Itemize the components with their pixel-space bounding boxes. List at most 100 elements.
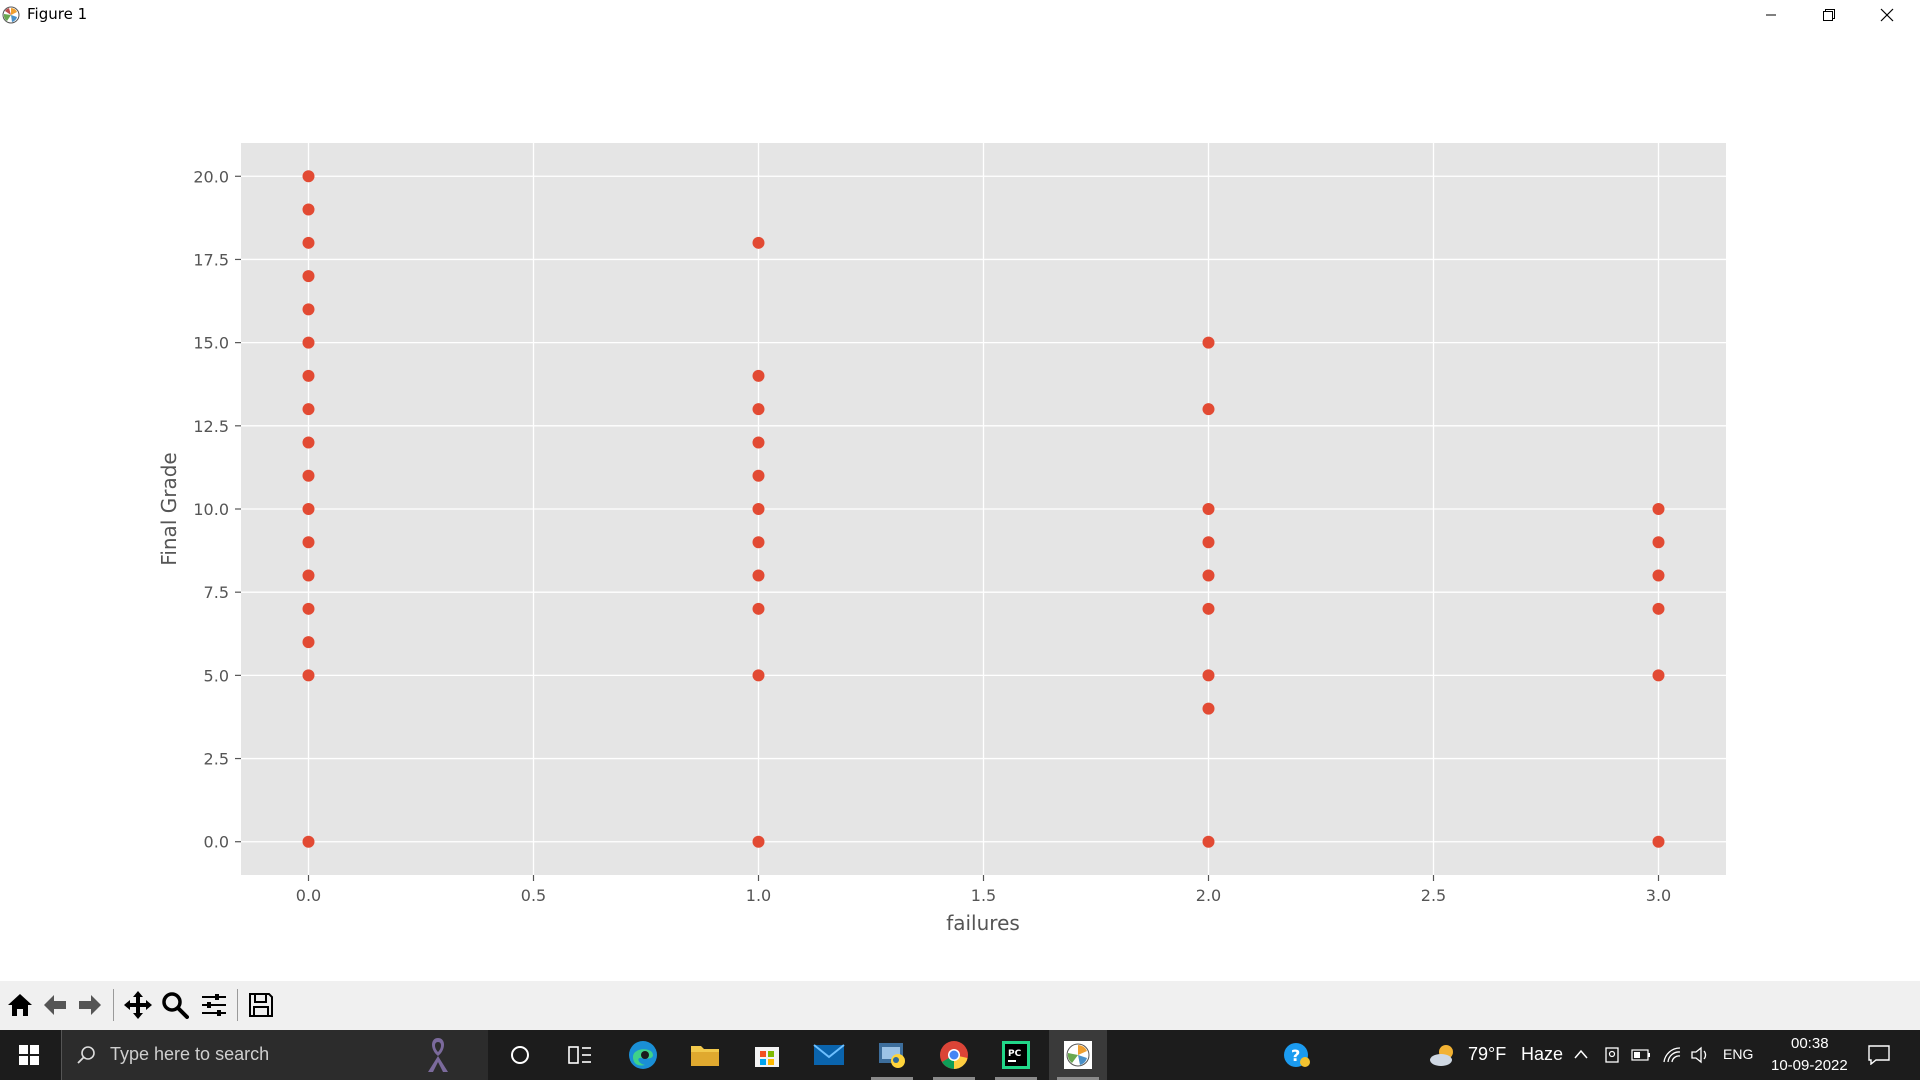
awareness-ribbon-icon — [428, 1038, 448, 1072]
data-point — [302, 336, 315, 349]
data-point — [1202, 669, 1215, 682]
save-button[interactable] — [244, 988, 278, 1022]
search-icon — [77, 1046, 95, 1064]
data-point — [1652, 536, 1665, 549]
svg-text:PC: PC — [1008, 1049, 1022, 1059]
scatter-chart: 0.0 0.5 1.0 1.5 2.0 2.5 3.0 0.0 2.5 5.0 7.5 10.0 12.… — [157, 143, 1726, 935]
start-button[interactable] — [0, 1030, 58, 1080]
restore-icon — [1823, 8, 1835, 21]
home-icon — [8, 994, 32, 1016]
zoom-icon — [162, 992, 189, 1019]
close-button[interactable] — [1858, 0, 1916, 29]
data-point — [1202, 503, 1215, 515]
x-tick-label: 3.0 — [1646, 886, 1671, 905]
data-point — [1202, 702, 1215, 715]
back-icon — [44, 995, 66, 1015]
pan-button[interactable] — [121, 988, 155, 1022]
volume-icon[interactable] — [1690, 1046, 1710, 1064]
window-title: Figure 1 — [27, 5, 88, 23]
taskbar-search-box[interactable]: Type here to search — [61, 1030, 488, 1080]
notifications-icon[interactable] — [1868, 1045, 1890, 1065]
language-indicator[interactable]: ENG — [1723, 1046, 1754, 1062]
windows-taskbar: Type here to search — [0, 1030, 1920, 1080]
configure-subplots-button[interactable] — [197, 988, 231, 1022]
data-point — [302, 436, 315, 449]
y-tick-label: 5.0 — [204, 666, 229, 685]
taskbar-mail[interactable] — [800, 1030, 858, 1080]
y-tick-label: 7.5 — [204, 583, 229, 602]
data-point — [1202, 569, 1215, 582]
task-view-button[interactable] — [551, 1030, 609, 1080]
back-button[interactable] — [38, 988, 72, 1022]
help-tip-button[interactable]: ? — [1268, 1030, 1326, 1080]
data-points — [302, 170, 1665, 848]
forward-icon — [79, 995, 101, 1015]
wifi-icon[interactable] — [1662, 1046, 1682, 1064]
configure-subplots-icon — [202, 994, 226, 1016]
taskbar-pycharm[interactable]: PC — [987, 1030, 1045, 1080]
data-point — [302, 503, 315, 515]
taskbar-chrome[interactable] — [925, 1030, 983, 1080]
data-point — [1652, 569, 1665, 582]
meet-now-icon[interactable] — [1603, 1046, 1621, 1064]
data-point — [302, 203, 315, 216]
data-point — [1202, 835, 1215, 848]
data-point — [302, 602, 315, 615]
data-point — [1202, 602, 1215, 615]
data-point — [752, 669, 765, 682]
battery-icon[interactable] — [1631, 1049, 1651, 1061]
x-tick-label: 0.0 — [296, 886, 321, 905]
data-point — [302, 569, 315, 582]
data-point — [752, 536, 765, 549]
y-tick-label: 15.0 — [193, 334, 229, 353]
data-point — [752, 469, 765, 482]
chrome-icon — [940, 1041, 968, 1069]
data-point — [302, 536, 315, 549]
weather-description[interactable]: Haze — [1521, 1044, 1564, 1064]
x-tick-label: 0.5 — [521, 886, 546, 905]
figure-canvas[interactable]: 0.0 0.5 1.0 1.5 2.0 2.5 3.0 0.0 2.5 5.0 7.5 10.0 12.… — [0, 29, 1920, 981]
y-tick-label: 17.5 — [193, 250, 229, 269]
data-point — [302, 170, 315, 183]
x-tick-label: 2.0 — [1196, 886, 1221, 905]
taskbar-python[interactable] — [863, 1030, 921, 1080]
pan-icon — [124, 991, 152, 1019]
minimize-button[interactable] — [1742, 0, 1800, 29]
edge-icon — [629, 1041, 657, 1069]
y-tick-label: 2.5 — [204, 750, 229, 769]
clock-date[interactable]: 10-09-2022 — [1771, 1057, 1848, 1074]
y-tick-label: 0.0 — [204, 833, 229, 852]
weather-temperature[interactable]: 79°F — [1468, 1044, 1507, 1064]
zoom-button[interactable] — [158, 988, 192, 1022]
chevron-up-icon[interactable] — [1573, 1048, 1589, 1060]
data-point — [302, 469, 315, 482]
clock-time[interactable]: 00:38 — [1791, 1035, 1829, 1052]
cortana-button[interactable] — [491, 1030, 549, 1080]
data-point — [302, 636, 315, 649]
taskbar-edge[interactable] — [614, 1030, 672, 1080]
data-point — [752, 602, 765, 615]
taskbar-matplotlib-figure[interactable] — [1049, 1030, 1107, 1080]
y-tick-label: 20.0 — [193, 167, 229, 186]
task-view-icon — [568, 1046, 591, 1064]
data-point — [302, 669, 315, 682]
save-icon — [249, 993, 273, 1017]
cortana-icon — [511, 1046, 529, 1064]
data-point — [302, 369, 315, 382]
data-point — [752, 236, 765, 249]
restore-button[interactable] — [1800, 0, 1858, 29]
x-tick-label: 1.0 — [746, 886, 771, 905]
x-tick-label: 1.5 — [971, 886, 996, 905]
store-icon — [755, 1047, 779, 1067]
forward-button[interactable] — [73, 988, 107, 1022]
python-icon — [879, 1043, 905, 1068]
search-placeholder: Type here to search — [110, 1044, 270, 1064]
home-button[interactable] — [3, 988, 37, 1022]
data-point — [752, 569, 765, 582]
data-point — [1202, 536, 1215, 549]
pycharm-icon: PC — [1002, 1041, 1030, 1069]
taskbar-store[interactable] — [738, 1030, 796, 1080]
matplotlib-app-icon — [1064, 1041, 1092, 1069]
taskbar-file-explorer[interactable] — [676, 1030, 734, 1080]
data-point — [1202, 403, 1215, 416]
